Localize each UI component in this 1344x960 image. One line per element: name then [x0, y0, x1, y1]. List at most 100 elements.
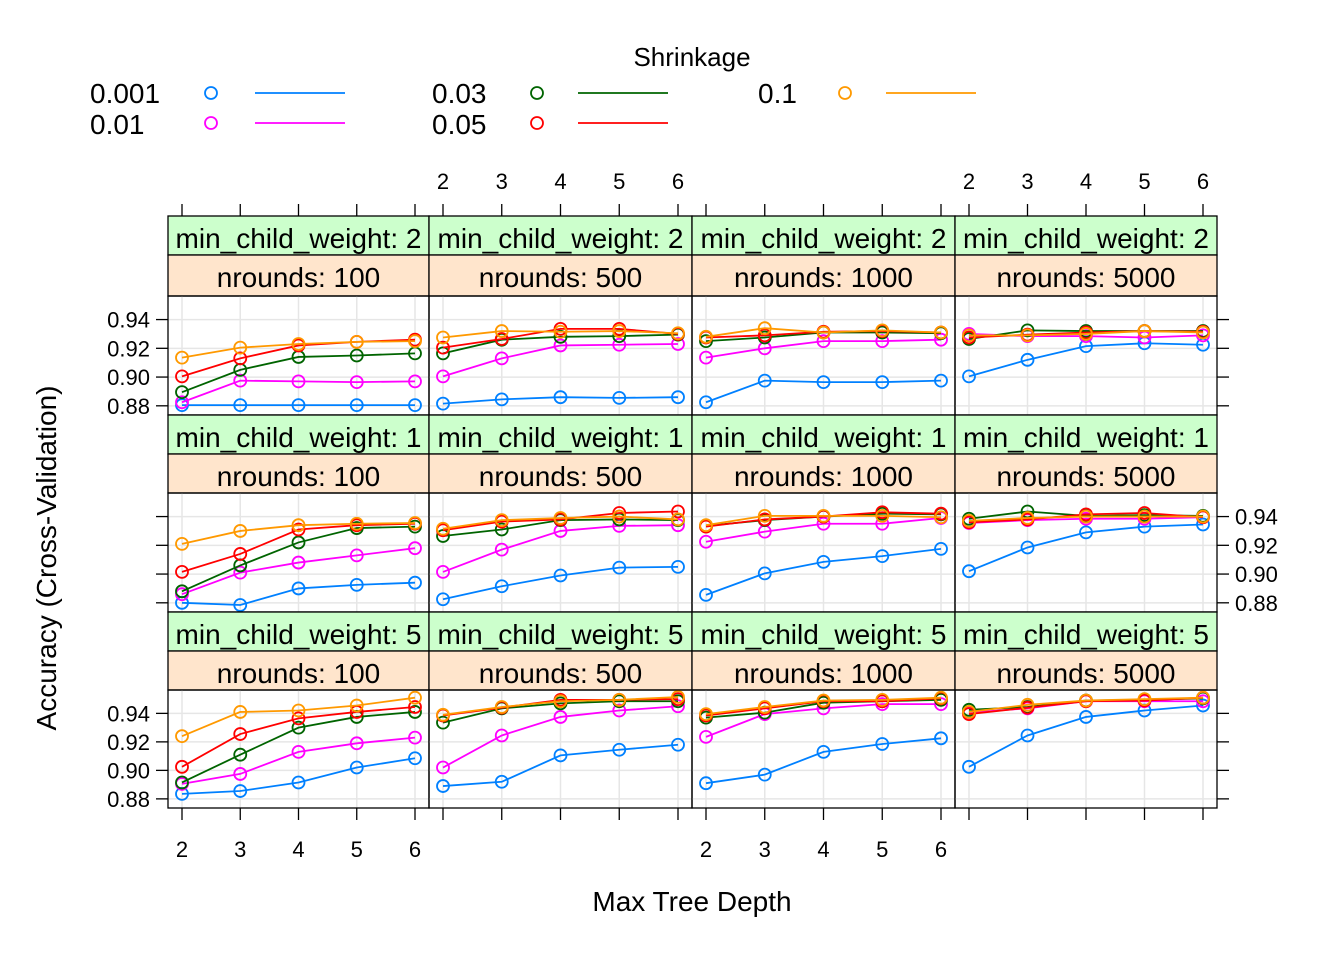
data-point: [1079, 509, 1093, 524]
data-point: [291, 581, 306, 596]
series-line: [181, 379, 416, 404]
strip-nrounds-label: nrounds: 5000: [996, 658, 1175, 689]
series-line: [969, 330, 1204, 337]
strip-nrounds: [691, 453, 956, 494]
axes: 0.88 0.90 0.92 0.94 0.88 0.90 0.92 0.94 0.88 0.90…: [107, 169, 1278, 862]
x-tick-label: 4: [554, 169, 566, 194]
data-point: [233, 565, 248, 580]
strip-nrounds-label: nrounds: 5000: [996, 262, 1175, 293]
data-point: [934, 373, 948, 388]
legend-label: 0.03: [432, 78, 487, 109]
data-point: [233, 524, 248, 538]
data-point: [494, 513, 509, 528]
strip-weight-label: min_child_weight: 2: [438, 223, 684, 254]
data-point: [233, 727, 248, 741]
data-point: [233, 547, 248, 561]
data-point: [408, 398, 422, 412]
data-point: [612, 329, 627, 343]
panel: min_child_weight: 5 nrounds: 100: [167, 611, 430, 809]
series-line: [968, 342, 1204, 378]
series-line: [181, 581, 416, 606]
data-point: [436, 565, 450, 579]
data-point: [553, 324, 568, 339]
data-point: [175, 536, 189, 551]
data-point: [699, 329, 713, 344]
data-point: [408, 705, 422, 719]
data-point: [553, 338, 568, 353]
data-point: [349, 698, 364, 713]
data-point: [671, 737, 685, 752]
series-line: [705, 696, 942, 715]
data-point: [494, 542, 509, 557]
data-point: [436, 521, 450, 536]
series-line: [442, 328, 679, 349]
data-point: [816, 554, 831, 569]
strip-weight: [954, 215, 1218, 256]
data-point: [1020, 728, 1035, 743]
data-point: [699, 776, 713, 791]
x-tick-label: 4: [817, 837, 829, 862]
data-point: [757, 321, 772, 336]
data-point: [671, 690, 685, 704]
data-point: [494, 332, 509, 346]
data-point: [816, 744, 831, 759]
data-point: [699, 350, 713, 365]
x-tick-label: 2: [700, 837, 712, 862]
data-point: [1137, 324, 1152, 338]
series-line: [442, 705, 679, 769]
strip-nrounds: [954, 453, 1218, 494]
x-tick-label: 4: [1080, 169, 1092, 194]
data-point: [757, 700, 772, 714]
data-point: [934, 325, 948, 340]
data-point: [699, 534, 713, 549]
data-point: [408, 575, 422, 590]
y-tick-label: 0.92: [1235, 533, 1278, 558]
data-point: [934, 542, 948, 556]
data-point: [349, 760, 364, 775]
legend-entry: 0.01: [90, 109, 345, 140]
data-point: [875, 505, 890, 520]
series-line: [442, 743, 679, 787]
data-point: [962, 513, 976, 528]
data-point: [1196, 698, 1210, 713]
strip-weight-label: min_child_weight: 5: [438, 619, 684, 650]
series-line: [705, 737, 942, 785]
data-point: [291, 775, 306, 790]
data-point: [816, 334, 831, 349]
strip-weight: [691, 611, 956, 652]
data-point: [233, 598, 248, 612]
strip-weight-label: min_child_weight: 2: [176, 223, 422, 254]
data-point: [1079, 710, 1093, 724]
data-point: [291, 374, 306, 389]
strip-weight: [167, 414, 430, 455]
data-point: [494, 324, 509, 338]
legend-label: 0.1: [758, 78, 797, 109]
data-point: [1020, 540, 1035, 555]
series-line: [705, 327, 942, 338]
data-point: [349, 516, 364, 531]
data-point: [233, 747, 248, 762]
data-point: [1079, 693, 1093, 708]
x-tick-label: 6: [409, 837, 421, 862]
legend-marker: [530, 86, 544, 100]
strip-weight-label: min_child_weight: 1: [701, 422, 947, 453]
data-point: [233, 340, 248, 355]
data-point: [1196, 509, 1210, 524]
data-point: [875, 737, 890, 751]
y-tick-label: 0.88: [1235, 591, 1278, 616]
data-point: [349, 577, 364, 592]
data-point: [436, 760, 450, 775]
strip-nrounds: [691, 650, 956, 691]
panel: min_child_weight: 2 nrounds: 1000: [691, 215, 956, 416]
data-point: [1020, 697, 1035, 712]
legend-marker: [530, 116, 544, 130]
data-point: [757, 566, 772, 581]
data-point: [1079, 327, 1093, 341]
data-point: [349, 548, 364, 563]
legend-entry: 0.03: [432, 78, 668, 109]
legend-label: 0.001: [90, 78, 160, 109]
data-point: [1020, 511, 1035, 525]
data-point: [757, 373, 772, 388]
series-line: [968, 696, 1204, 713]
strip-nrounds-label: nrounds: 5000: [996, 461, 1175, 492]
